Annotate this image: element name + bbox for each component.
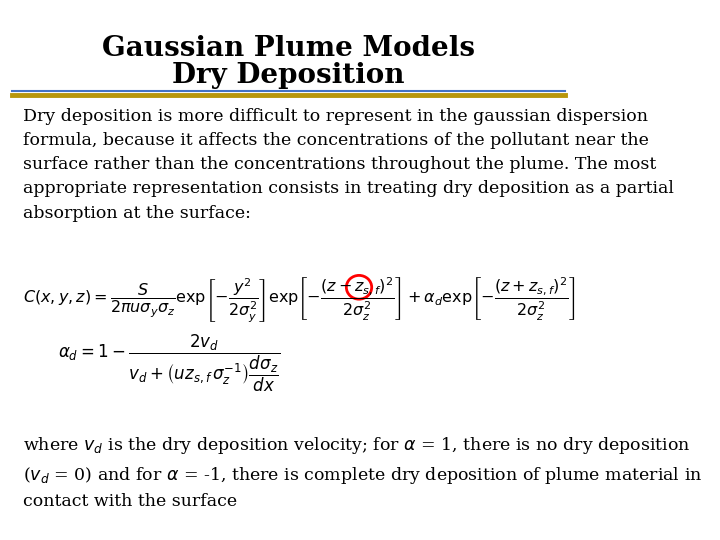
Text: where $v_d$ is the dry deposition velocity; for $\alpha$ = 1, there is no dry de: where $v_d$ is the dry deposition veloci… [23, 435, 703, 510]
Text: $C(x,y,z) = \dfrac{S}{2\pi u \sigma_y \sigma_z}\exp\!\left[-\dfrac{y^2}{2\sigma_: $C(x,y,z) = \dfrac{S}{2\pi u \sigma_y \s… [23, 275, 576, 325]
Text: Dry Deposition: Dry Deposition [172, 62, 405, 89]
Text: Gaussian Plume Models: Gaussian Plume Models [102, 35, 474, 62]
Text: $\alpha_d = 1 - \dfrac{2v_d}{v_d + \left(uz_{s,f}\,\sigma_z^{-1}\right)\dfrac{d\: $\alpha_d = 1 - \dfrac{2v_d}{v_d + \left… [58, 332, 280, 394]
Text: Dry deposition is more difficult to represent in the gaussian dispersion
formula: Dry deposition is more difficult to repr… [23, 108, 674, 221]
